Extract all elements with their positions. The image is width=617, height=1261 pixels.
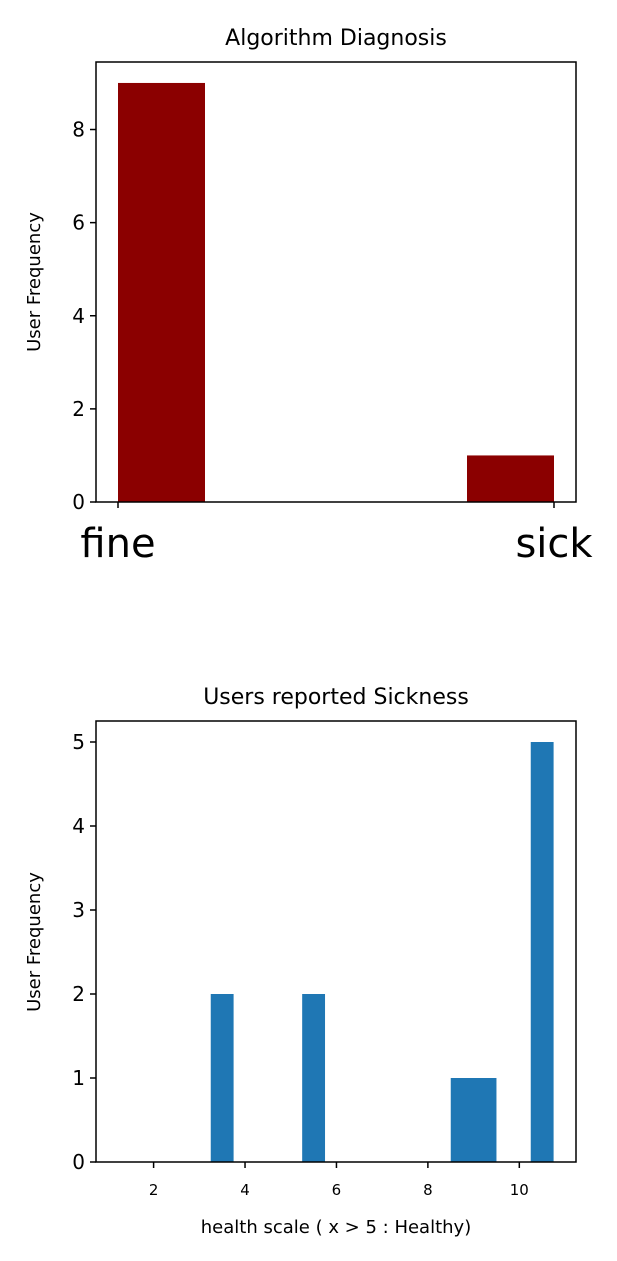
chart2-y-tick-label: 1 [72, 1066, 85, 1090]
chart2-x-tick-label: 2 [149, 1181, 159, 1199]
chart1-plot-frame [95, 61, 577, 503]
chart2-y-tick-label: 2 [72, 982, 85, 1006]
chart1-y-tick-label: 0 [72, 490, 85, 514]
chart1-title: Algorithm Diagnosis [225, 26, 447, 51]
chart1-ylabel: User Frequency [24, 212, 45, 352]
chart2-bar-3 [530, 742, 554, 1162]
chart1-y-ticks: 0 2 4 6 8 [72, 118, 96, 514]
chart2-bars [210, 742, 554, 1162]
chart2-y-tick-label: 0 [72, 1150, 85, 1174]
chart2-y-tick-label: 3 [72, 898, 85, 922]
chart2-y-ticks: 0 1 2 3 4 5 [72, 730, 96, 1174]
chart1-x-tick-label-fine: fine [80, 521, 155, 567]
chart2-title: Users reported Sickness [203, 685, 469, 710]
chart2-bar-2 [450, 1078, 497, 1162]
chart1-y-tick-label: 8 [72, 118, 85, 142]
chart1-bar-fine [118, 82, 205, 502]
users-reported-sickness-chart: Users reported Sickness User Frequency h… [24, 685, 577, 1238]
chart2-y-tick-label: 5 [72, 730, 85, 754]
chart2-ylabel: User Frequency [24, 872, 45, 1012]
chart2-xlabel: health scale ( x > 5 : Healthy) [201, 1217, 471, 1238]
chart1-x-tick-label-sick: sick [515, 521, 593, 567]
chart1-y-tick-label: 6 [72, 211, 85, 235]
chart2-bar-0 [210, 994, 234, 1162]
chart2-x-ticks: 2 4 6 8 10 [149, 1162, 529, 1199]
chart1-bars [118, 82, 554, 502]
chart2-y-tick-label: 4 [72, 814, 85, 838]
chart1-x-ticks: fine sick [80, 502, 593, 567]
chart2-x-tick-label: 4 [240, 1181, 250, 1199]
chart1-bar-sick [467, 455, 554, 502]
chart2-plot-frame [95, 720, 577, 1163]
chart2-bar-1 [302, 994, 326, 1162]
chart1-y-tick-label: 2 [72, 397, 85, 421]
chart2-x-tick-label: 6 [332, 1181, 342, 1199]
algorithm-diagnosis-chart: Algorithm Diagnosis User Frequency 0 2 4 6 8… [24, 26, 593, 567]
chart2-x-tick-label: 10 [510, 1181, 529, 1199]
chart2-x-tick-label: 8 [423, 1181, 433, 1199]
chart1-y-tick-label: 4 [72, 304, 85, 328]
